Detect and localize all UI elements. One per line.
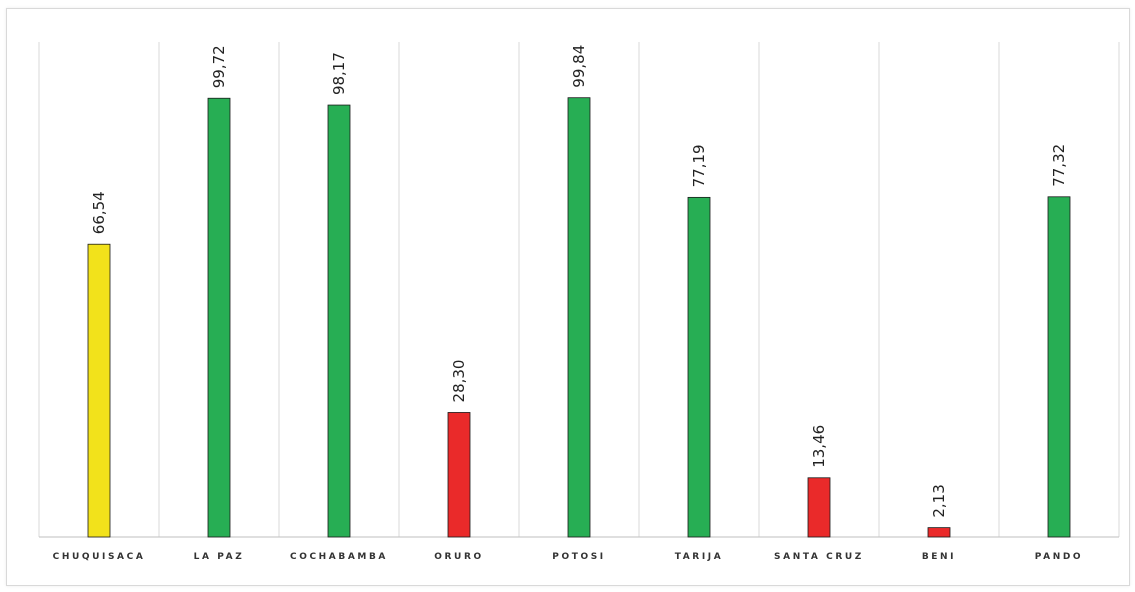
data-label: 99,84 <box>570 45 588 88</box>
category-label: POTOSI <box>552 552 605 562</box>
data-label: 98,17 <box>330 52 348 95</box>
data-label: 13,46 <box>810 425 828 468</box>
data-label: 99,72 <box>210 45 228 88</box>
category-label: PANDO <box>1035 552 1083 562</box>
data-label: 66,54 <box>90 191 108 234</box>
category-label: COCHABAMBA <box>290 552 388 562</box>
bar-potosi <box>567 97 591 538</box>
bar-pando <box>1047 196 1071 538</box>
bar-chuquisaca <box>87 243 111 538</box>
data-label: 77,32 <box>1050 144 1068 187</box>
data-label: 77,19 <box>690 144 708 187</box>
data-label: 2,13 <box>930 484 948 517</box>
category-label: SANTA CRUZ <box>774 552 864 562</box>
bar-cochabamba <box>327 104 351 538</box>
bar-tarija <box>687 196 711 538</box>
data-label: 28,30 <box>450 360 468 403</box>
chart-frame: 66,54 CHUQUISACA 99,72 LA PAZ 98,17 COCHABAMB… <box>6 8 1130 586</box>
bar-oruro <box>447 412 471 538</box>
bar-la-paz <box>207 97 231 538</box>
category-label: BENI <box>922 552 956 562</box>
category-label: LA PAZ <box>194 552 245 562</box>
bar-chart: 66,54 CHUQUISACA 99,72 LA PAZ 98,17 COCHABAMB… <box>38 42 1120 562</box>
category-label: CHUQUISACA <box>53 552 146 562</box>
category-label: ORURO <box>434 552 483 562</box>
labels-layer: 66,54 CHUQUISACA 99,72 LA PAZ 98,17 COCHABAMB… <box>53 45 1083 562</box>
bars-layer <box>87 97 1071 538</box>
category-label: TARIJA <box>675 552 724 562</box>
bar-santa-cruz <box>807 477 831 538</box>
bar-beni <box>927 527 951 538</box>
